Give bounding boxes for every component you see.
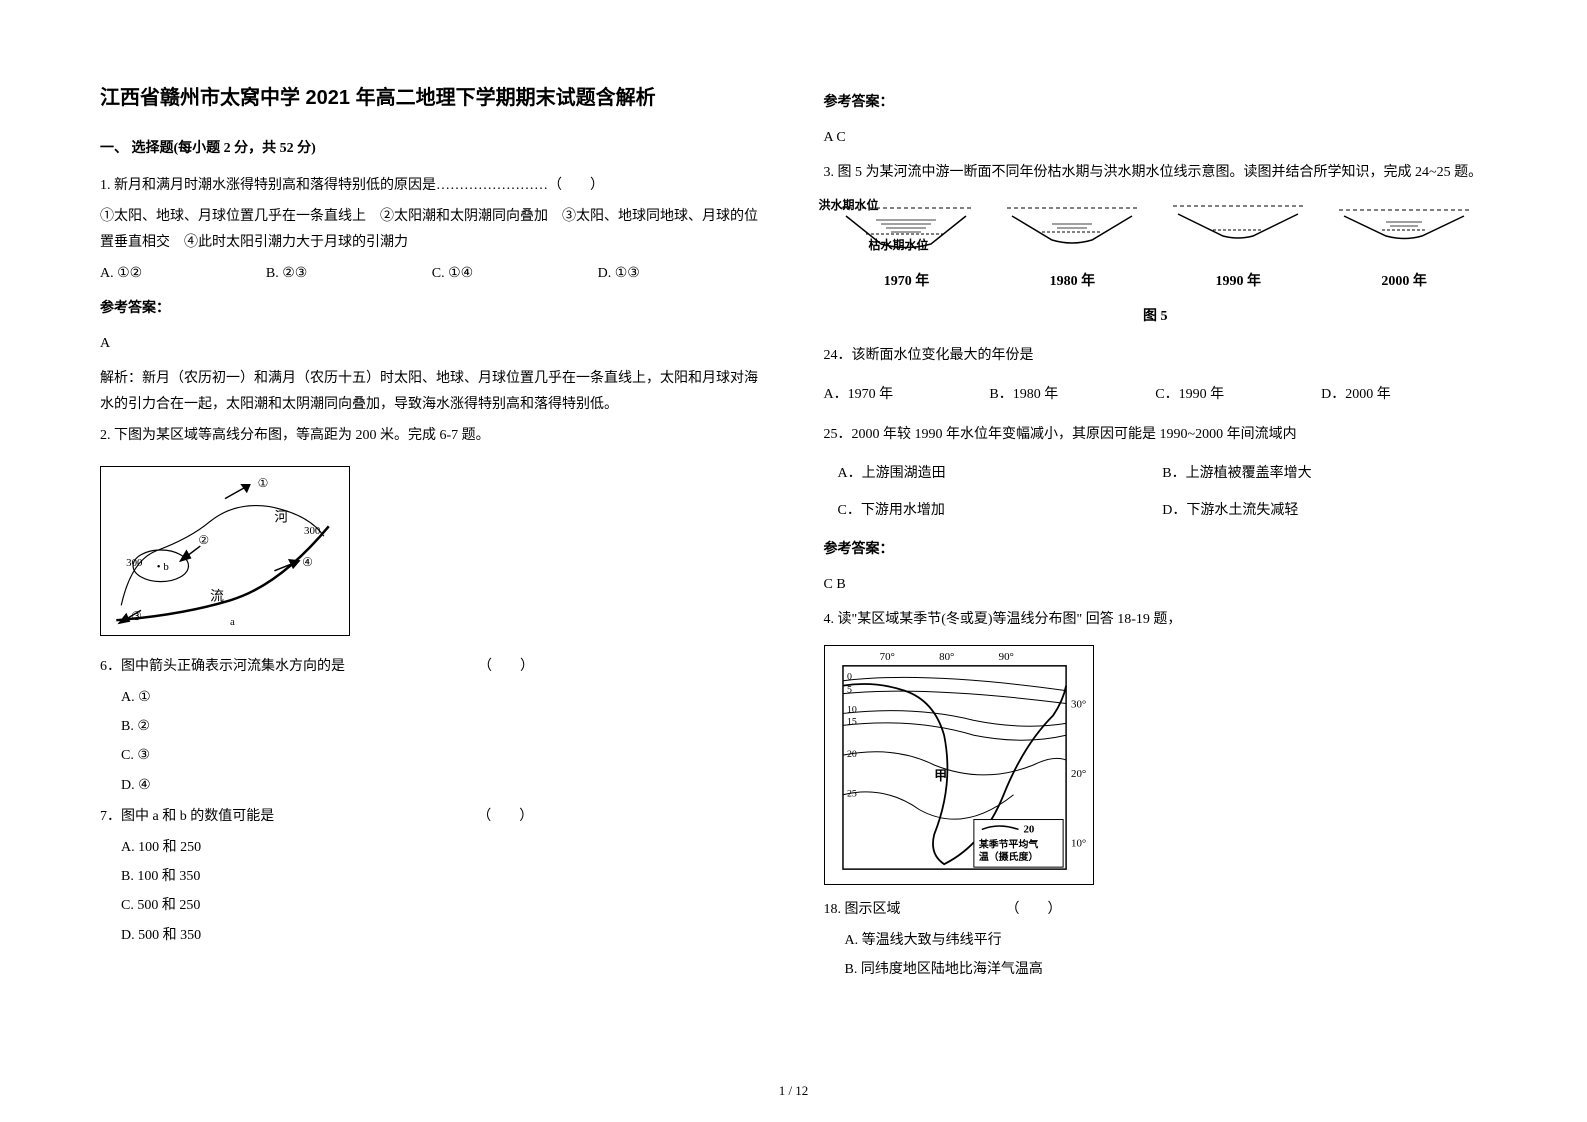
q1-opt-b: B. ②③ — [266, 261, 432, 286]
svg-text:25: 25 — [846, 788, 856, 799]
svg-text:10°: 10° — [1071, 837, 1086, 849]
figure-5-caption: 图 5 — [824, 304, 1488, 329]
svg-text:15: 15 — [846, 716, 856, 727]
answer-label-1: 参考答案： — [100, 296, 764, 321]
svg-text:0: 0 — [846, 671, 851, 682]
flow-label: 流 — [210, 588, 224, 603]
q18-opt-a: A. 等温线大致与纬线平行 — [824, 928, 1488, 953]
water-level-figure: 洪水期水位 枯水期水位 1970 年 1980 年 — [824, 196, 1488, 294]
page-number: 1 / 12 — [779, 1079, 809, 1102]
svg-text:80°: 80° — [939, 651, 954, 663]
isotherm-map: 70° 80° 90° 30° 20° 10° 0 5 — [824, 645, 1094, 885]
q7-opt-a: A. 100 和 250 — [100, 835, 764, 860]
q7-opt-d: D. 500 和 350 — [100, 923, 764, 948]
q1-answer: A — [100, 331, 764, 356]
q24-opt-b: B．1980 年 — [989, 382, 1155, 407]
svg-text:20°: 20° — [1071, 768, 1086, 780]
q2-intro: 2. 下图为某区域等高线分布图，等高距为 200 米。完成 6-7 题。 — [100, 423, 764, 448]
q6-opt-d: D. ④ — [100, 773, 764, 798]
svg-text:10: 10 — [846, 704, 856, 715]
q24-opt-d: D．2000 年 — [1321, 382, 1487, 407]
q1-opt-d: D. ①③ — [598, 261, 764, 286]
svg-text:甲: 甲 — [934, 769, 947, 783]
svg-text:90°: 90° — [998, 651, 1013, 663]
year-1990: 1990 年 — [1155, 269, 1321, 294]
flood-label: 洪水期水位 — [819, 195, 879, 217]
q25-opt-d: D．下游水土流失减轻 — [1162, 498, 1487, 523]
q25-opt-c: C．下游用水增加 — [838, 498, 1163, 523]
answer-label-3: 参考答案： — [824, 537, 1488, 562]
num-300a: 300 — [126, 557, 143, 569]
svg-text:20: 20 — [1023, 823, 1034, 835]
q2-answer: A C — [824, 125, 1488, 150]
q24-opt-a: A．1970 年 — [824, 382, 990, 407]
q25-opt-b: B．上游植被覆盖率增大 — [1162, 461, 1487, 486]
q1-opt-a: A. ①② — [100, 261, 266, 286]
svg-text:70°: 70° — [879, 651, 894, 663]
q7-opt-c: C. 500 和 250 — [100, 893, 764, 918]
num-300b: 300 — [304, 525, 321, 537]
mark-1: ① — [258, 476, 269, 490]
year-1980: 1980 年 — [989, 269, 1155, 294]
point-a: a — [230, 616, 235, 628]
mark-3: ③ — [131, 609, 142, 623]
year-1970: 1970 年 — [824, 269, 990, 294]
q24-opt-c: C．1990 年 — [1155, 382, 1321, 407]
q3-answer: C B — [824, 572, 1488, 597]
q3-intro: 3. 图 5 为某河流中游一断面不同年份枯水期与洪水期水位线示意图。读图并结合所… — [824, 160, 1488, 185]
svg-text:20: 20 — [846, 749, 856, 760]
q6-stem: 6．图中箭头正确表示河流集水方向的是 （ ） — [100, 654, 764, 679]
river-label: 河 — [274, 509, 288, 524]
q18-stem: 18. 图示区域 （ ） — [824, 897, 1488, 922]
q7-stem: 7．图中 a 和 b 的数值可能是 （ ） — [100, 804, 764, 829]
year-2000: 2000 年 — [1321, 269, 1487, 294]
contour-figure: ① ② ③ ④ 300 300 • b a 河 流 — [100, 466, 350, 636]
q1-explanation: 解析：新月（农历初一）和满月（农历十五）时太阳、地球、月球位置几乎在一条直线上，… — [100, 366, 764, 416]
q6-opt-c: C. ③ — [100, 743, 764, 768]
q6-opt-b: B. ② — [100, 714, 764, 739]
q1-opt-c: C. ①④ — [432, 261, 598, 286]
q1-stem: 1. 新月和满月时潮水涨得特别高和落得特别低的原因是……………………（ ） — [100, 173, 764, 198]
point-b: • b — [157, 561, 170, 573]
mark-2: ② — [198, 533, 209, 547]
dry-label: 枯水期水位 — [869, 235, 929, 257]
q7-opt-b: B. 100 和 350 — [100, 864, 764, 889]
svg-text:温（摄氏度）: 温（摄氏度） — [978, 850, 1037, 863]
mark-4: ④ — [302, 555, 313, 569]
q6-opt-a: A. ① — [100, 685, 764, 710]
svg-text:某季节平均气: 某季节平均气 — [978, 837, 1038, 850]
q4-intro: 4. 读"某区域某季节(冬或夏)等温线分布图" 回答 18-19 题， — [824, 607, 1488, 632]
q24-stem: 24．该断面水位变化最大的年份是 — [824, 343, 1488, 368]
answer-label-2: 参考答案： — [824, 90, 1488, 115]
q25-opt-a: A．上游围湖造田 — [838, 461, 1163, 486]
svg-text:5: 5 — [846, 684, 851, 695]
q18-opt-b: B. 同纬度地区陆地比海洋气温高 — [824, 957, 1488, 982]
q25-stem: 25．2000 年较 1990 年水位年变幅减小，其原因可能是 1990~200… — [824, 422, 1488, 447]
svg-text:30°: 30° — [1071, 698, 1086, 710]
section-1-head: 一、 选择题(每小题 2 分，共 52 分) — [100, 136, 764, 161]
doc-title: 江西省赣州市太窝中学 2021 年高二地理下学期期末试题含解析 — [100, 80, 764, 116]
q1-desc: ①太阳、地球、月球位置几乎在一条直线上 ②太阳潮和太阴潮同向叠加 ③太阳、地球同… — [100, 204, 764, 254]
